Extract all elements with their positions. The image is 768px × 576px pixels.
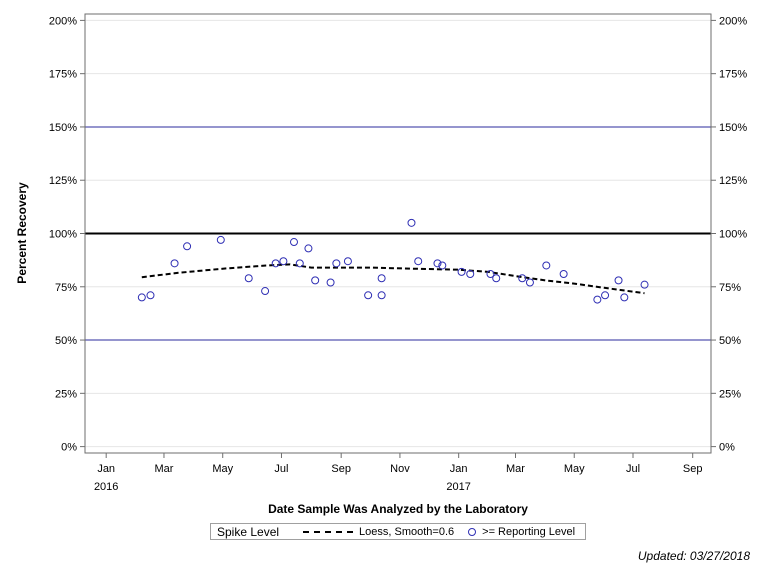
data-point: [279, 257, 288, 266]
data-point: [466, 269, 475, 278]
data-point: [170, 259, 179, 268]
data-point: [433, 259, 442, 268]
data-point: [146, 291, 155, 300]
data-point: [289, 238, 298, 247]
loess-curve-group: [141, 263, 645, 295]
data-point: [332, 259, 341, 268]
data-point: [407, 218, 416, 227]
x-tick-label: Jan: [450, 463, 468, 475]
y-tick-label-right: 50%: [719, 335, 741, 347]
y-tick-label-right: 75%: [719, 282, 741, 294]
y-tick-label-right: 125%: [719, 175, 747, 187]
data-point: [457, 267, 466, 276]
y-axis-title: Percent Recovery: [15, 182, 29, 284]
y-tick-label-right: 100%: [719, 229, 747, 241]
data-point: [593, 295, 602, 304]
y-tick-label: 25%: [55, 388, 77, 400]
y-tick-label: 0%: [61, 442, 77, 454]
y-tick-label: 50%: [55, 335, 77, 347]
scatter-points: [137, 218, 649, 304]
data-point: [542, 261, 551, 270]
data-point: [377, 291, 386, 300]
data-point: [486, 269, 495, 278]
data-point: [304, 244, 313, 253]
data-point: [492, 274, 501, 283]
y-tick-label-right: 200%: [719, 15, 747, 27]
x-tick-label: Jul: [626, 463, 640, 475]
data-point: [326, 278, 335, 287]
data-point: [137, 293, 146, 302]
x-tick-label: Mar: [506, 463, 525, 475]
x-tick-label: Sep: [331, 463, 351, 475]
data-point: [261, 287, 270, 296]
loess-legend-swatch: [303, 530, 354, 533]
data-point: [438, 261, 447, 270]
y-axis-right: 0% 25% 50% 75% 100% 125% 150% 175% 200%: [711, 15, 747, 454]
x-tick-year-label: 2016: [94, 481, 118, 493]
x-tick-year-label: 2017: [446, 481, 470, 493]
data-point: [614, 276, 623, 285]
legend: Spike Level Loess, Smooth=0.6 >= Reporti…: [210, 523, 586, 540]
y-tick-label: 125%: [49, 175, 77, 187]
y-tick-label: 175%: [49, 69, 77, 81]
data-point: [244, 274, 253, 283]
y-tick-label-right: 150%: [719, 122, 747, 134]
y-tick-label: 150%: [49, 122, 77, 134]
updated-footnote: Updated: 03/27/2018: [637, 549, 750, 563]
data-point: [414, 257, 423, 266]
x-axis-title: Date Sample Was Analyzed by the Laborato…: [268, 502, 528, 516]
data-point: [640, 280, 649, 289]
data-point: [601, 291, 610, 300]
loess-curve: [141, 263, 645, 295]
data-point: [311, 276, 320, 285]
y-tick-label-right: 25%: [719, 388, 741, 400]
data-point: [343, 257, 352, 266]
x-tick-label: Nov: [390, 463, 410, 475]
data-point: [620, 293, 629, 302]
data-point: [559, 269, 568, 278]
data-point: [525, 278, 534, 287]
data-point: [377, 274, 386, 283]
y-axis-left: 0% 25% 50% 75% 100% 125% 150% 175% 200%: [49, 15, 85, 454]
data-point: [183, 242, 192, 251]
points-legend-label: >= Reporting Level: [482, 525, 576, 538]
y-tick-label: 100%: [49, 229, 77, 241]
data-point: [271, 259, 280, 268]
reference-lines: [85, 126, 711, 341]
data-point: [518, 274, 527, 283]
data-point: [295, 259, 304, 268]
x-tick-label: Sep: [683, 463, 703, 475]
x-tick-label: Jul: [274, 463, 288, 475]
y-tick-label: 75%: [55, 282, 77, 294]
data-point: [364, 291, 373, 300]
x-tick-label: May: [212, 463, 233, 475]
y-tick-label-right: 175%: [719, 69, 747, 81]
y-tick-label-right: 0%: [719, 442, 735, 454]
points-legend-swatch: [468, 527, 477, 536]
loess-legend-label: Loess, Smooth=0.6: [359, 525, 455, 538]
x-tick-label: Mar: [154, 463, 173, 475]
data-point: [216, 235, 225, 244]
x-tick-label: Jan: [97, 463, 115, 475]
legend-title: Spike Level: [217, 524, 280, 539]
x-tick-label: May: [564, 463, 585, 475]
y-tick-label: 200%: [49, 15, 77, 27]
x-axis: Jan 2016 Mar May Jul Sep Nov Jan 2017 Mar May Jul Se…: [94, 453, 703, 493]
